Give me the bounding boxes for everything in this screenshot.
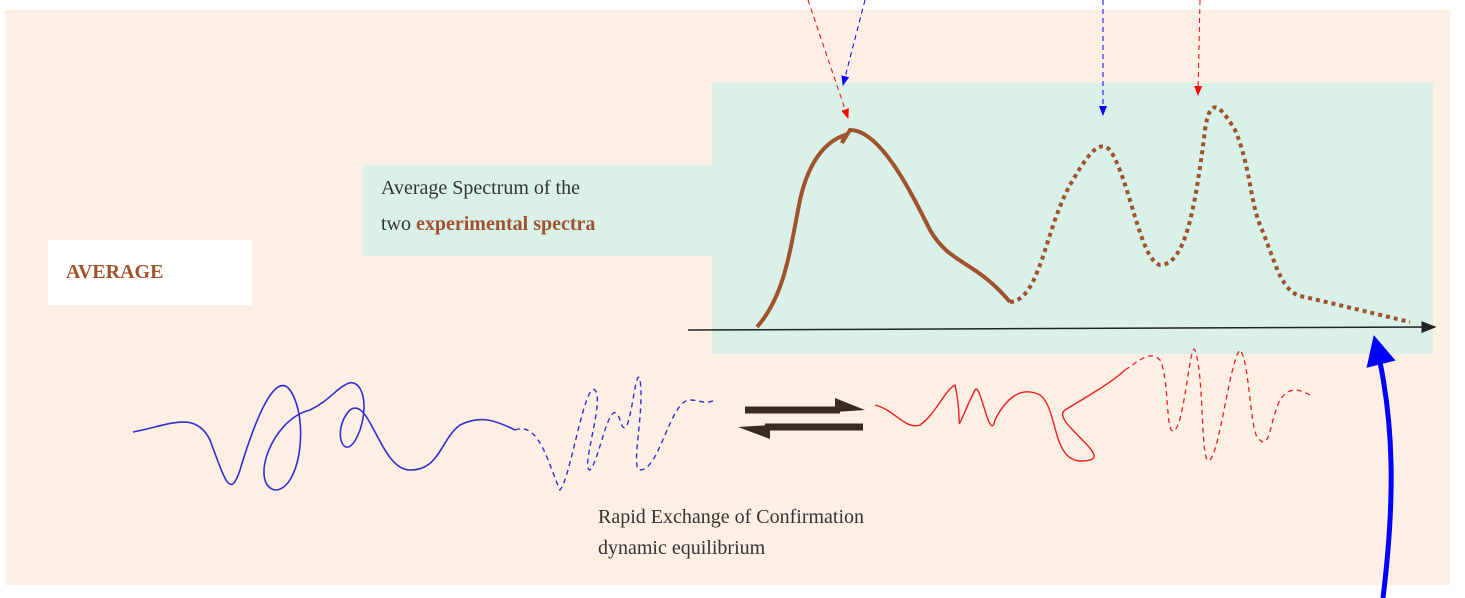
bottom-box — [230, 585, 655, 598]
caption-line: Rapid Exchange of Confirmation — [598, 506, 865, 528]
average-label: AVERAGE — [66, 261, 164, 283]
spectrum-label-line: two experimental spectra — [381, 210, 595, 238]
label-box — [363, 165, 712, 256]
bottom-box — [800, 585, 1355, 598]
spectrum-label-text: two — [381, 213, 411, 235]
caption-line: dynamic equilibrium — [598, 537, 766, 559]
axis — [687, 321, 1437, 334]
big-arrow — [1366, 335, 1396, 598]
pointer-arrow — [1194, 0, 1203, 96]
spectrum-label-line: Average Spectrum of the — [381, 177, 580, 199]
spectrum-dotted — [1009, 105, 1411, 324]
pointer-arrow — [807, 0, 849, 119]
conformer-blue — [132, 382, 516, 491]
pointer-arrow — [841, 0, 866, 86]
spectrum-solid — [755, 127, 1012, 329]
spectrum-label-emphasis: experimental spectra — [416, 213, 596, 235]
conformer-red — [874, 369, 1126, 462]
spectrum-panel — [712, 83, 1433, 354]
exchange-arrow-head — [738, 425, 770, 439]
exchange-arrow-head — [835, 398, 865, 412]
average-box — [48, 240, 252, 305]
conformer-blue-dashed — [514, 376, 716, 492]
